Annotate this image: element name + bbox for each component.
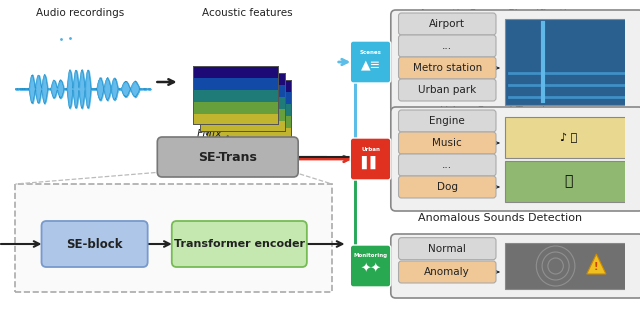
Text: Airport: Airport (429, 19, 465, 29)
FancyBboxPatch shape (350, 41, 391, 83)
Bar (200, 97, 285, 109)
Polygon shape (587, 254, 606, 274)
Text: ▲≡: ▲≡ (360, 58, 381, 71)
FancyBboxPatch shape (15, 184, 332, 292)
FancyBboxPatch shape (399, 35, 496, 57)
Bar (207, 80, 291, 138)
Bar (200, 121, 285, 131)
Text: SE-block: SE-block (67, 237, 123, 250)
FancyBboxPatch shape (391, 234, 640, 298)
FancyBboxPatch shape (399, 261, 496, 283)
Text: Urban Sound Tagging: Urban Sound Tagging (440, 106, 559, 116)
Text: SE-Trans: SE-Trans (198, 151, 257, 164)
Bar (193, 66, 278, 124)
Text: Normal: Normal (428, 244, 466, 254)
FancyBboxPatch shape (399, 238, 496, 260)
Bar (207, 80, 291, 138)
Text: Acoustic Scene Classification: Acoustic Scene Classification (419, 9, 580, 19)
Text: Music: Music (433, 138, 462, 148)
Text: Transformer encoder: Transformer encoder (174, 239, 305, 249)
Text: FMix: FMix (196, 129, 222, 139)
Text: ♪ 🎸: ♪ 🎸 (560, 132, 577, 143)
Bar (200, 85, 285, 97)
FancyBboxPatch shape (399, 132, 496, 154)
Bar (200, 73, 285, 131)
Text: 🐕: 🐕 (564, 174, 573, 188)
Bar (505, 243, 632, 289)
Bar (505, 117, 632, 158)
Text: Anomalous Sounds Detection: Anomalous Sounds Detection (418, 213, 582, 223)
Bar (193, 91, 278, 102)
Bar (193, 77, 278, 91)
Bar (193, 102, 278, 114)
Bar (207, 104, 291, 116)
Text: Dog: Dog (436, 182, 458, 192)
Text: Acoustic features: Acoustic features (202, 8, 292, 18)
FancyBboxPatch shape (399, 13, 496, 35)
Bar (200, 73, 285, 85)
Bar (505, 161, 632, 202)
FancyBboxPatch shape (391, 107, 640, 211)
FancyBboxPatch shape (399, 176, 496, 198)
Text: ...: ... (442, 41, 452, 51)
Text: Anomaly: Anomaly (424, 267, 470, 277)
FancyBboxPatch shape (350, 245, 391, 287)
Text: Urban park: Urban park (418, 85, 476, 95)
Bar (207, 128, 291, 138)
Text: Audio recordings: Audio recordings (36, 8, 124, 18)
FancyBboxPatch shape (172, 221, 307, 267)
Bar (200, 73, 285, 131)
Bar (207, 92, 291, 104)
FancyBboxPatch shape (399, 57, 496, 79)
Bar (193, 66, 278, 124)
FancyBboxPatch shape (350, 138, 391, 180)
FancyBboxPatch shape (399, 110, 496, 132)
Text: ✦✦: ✦✦ (360, 263, 381, 276)
Bar (505, 19, 632, 105)
Text: Monitoring: Monitoring (353, 254, 388, 259)
FancyBboxPatch shape (399, 154, 496, 176)
Text: !: ! (594, 262, 598, 272)
FancyBboxPatch shape (391, 10, 640, 114)
Bar (193, 66, 278, 77)
Bar (207, 80, 291, 92)
Bar (200, 109, 285, 121)
FancyBboxPatch shape (399, 79, 496, 101)
Bar (193, 114, 278, 124)
Text: Engine: Engine (429, 116, 465, 126)
FancyBboxPatch shape (42, 221, 148, 267)
Bar (207, 116, 291, 128)
FancyBboxPatch shape (157, 137, 298, 177)
Text: Metro station: Metro station (413, 63, 482, 73)
Text: ...: ... (442, 160, 452, 170)
Text: Urban: Urban (361, 147, 380, 152)
Text: Scenes: Scenes (360, 49, 381, 54)
Text: ▌▌: ▌▌ (361, 155, 380, 169)
